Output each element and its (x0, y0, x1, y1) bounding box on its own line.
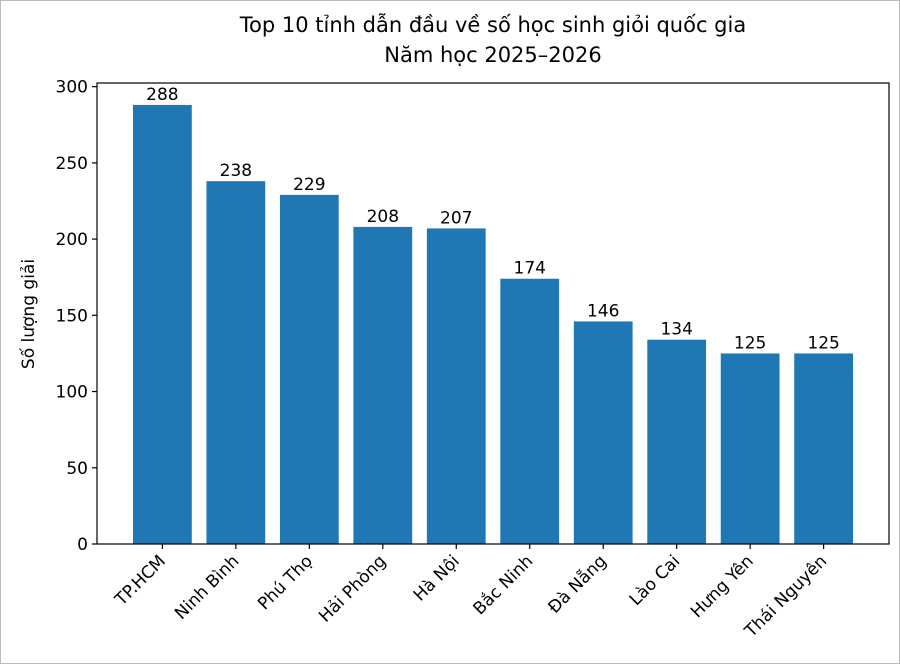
bar (500, 278, 560, 544)
chart-subtitle: Năm học 2025–2026 (384, 43, 601, 67)
value-label: 125 (734, 333, 766, 353)
chart-title: Top 10 tỉnh dẫn đầu về số học sinh giỏi … (239, 12, 746, 37)
bar (353, 226, 413, 545)
value-label: 134 (660, 320, 692, 340)
bar (279, 194, 339, 544)
value-label: 174 (514, 259, 546, 279)
y-tick-label: 100 (56, 383, 88, 403)
y-tick-label: 0 (77, 535, 88, 555)
value-label: 238 (220, 161, 252, 181)
y-tick-label: 200 (56, 230, 88, 250)
bar (794, 353, 853, 544)
plot-frame (96, 82, 890, 545)
value-label: 125 (807, 333, 839, 353)
value-label: 288 (146, 85, 178, 105)
value-label: 207 (440, 208, 472, 228)
bar (573, 321, 633, 544)
bar (426, 228, 486, 545)
y-tick-label: 300 (56, 78, 88, 98)
bar (647, 339, 707, 544)
bar (133, 104, 192, 544)
y-axis-label: Số lượng giải (18, 259, 39, 369)
value-label: 146 (587, 301, 619, 321)
bar (206, 181, 266, 545)
y-tick-label: 150 (56, 306, 88, 326)
value-label: 208 (367, 207, 399, 227)
bar (720, 353, 780, 544)
y-tick-label: 250 (56, 154, 88, 174)
y-tick-label: 50 (66, 459, 88, 479)
value-label: 229 (293, 175, 325, 195)
